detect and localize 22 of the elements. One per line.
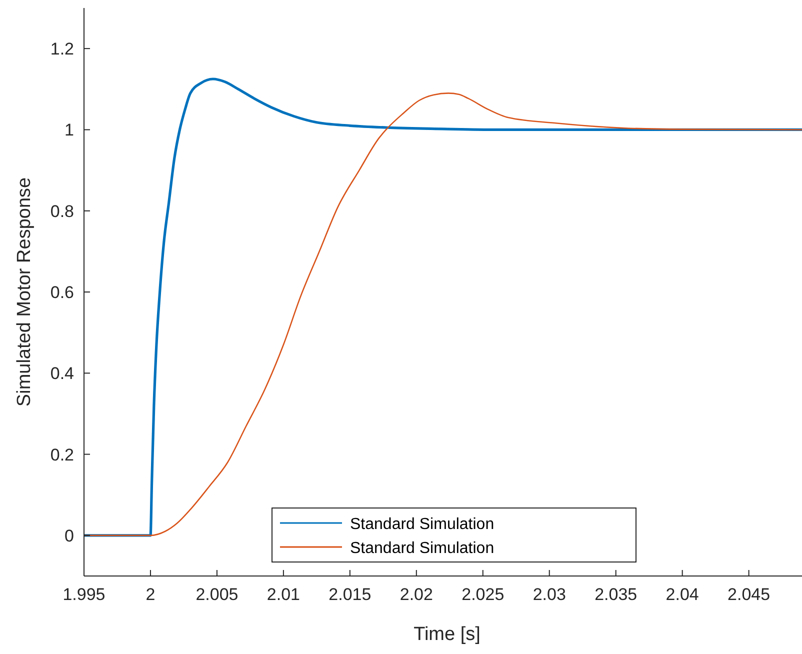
y-tick-label: 0.6 [50,283,74,302]
x-tick-label: 2.015 [328,585,372,604]
legend-label: Standard Simulation [350,516,494,533]
legend-label: Standard Simulation [350,540,494,557]
x-tick-label: 2 [146,585,156,604]
x-tick-label: 2.035 [594,585,638,604]
y-tick-label: 0.2 [50,445,74,464]
x-tick-label: 2.045 [728,585,770,604]
x-tick-label: 2.005 [196,585,238,604]
y-tick-label: 0 [64,526,74,546]
y-tick-label: 1 [64,120,74,140]
x-tick-label: 2.04 [666,585,699,604]
x-tick-label: 2.025 [462,585,504,604]
x-tick-label: 1.995 [62,585,106,604]
y-tick-label: 1.2 [50,40,74,59]
x-tick-label: 2.01 [266,585,300,604]
y-tick-label: 0.8 [50,202,74,221]
y-axis-title: Simulated Motor Response [14,177,35,407]
x-tick-label: 2.02 [400,585,433,604]
x-tick-label: 2.03 [532,585,566,604]
x-axis-title: Time [s] [414,624,480,645]
y-tick-label: 0.4 [50,364,74,384]
